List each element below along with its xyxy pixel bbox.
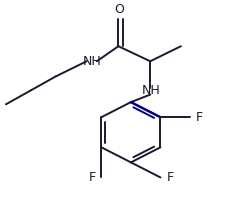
Text: F: F: [166, 171, 173, 184]
Text: NH: NH: [82, 55, 101, 68]
Text: NH: NH: [141, 84, 160, 97]
Text: F: F: [88, 171, 95, 184]
Text: O: O: [114, 3, 124, 16]
Text: F: F: [195, 111, 202, 124]
